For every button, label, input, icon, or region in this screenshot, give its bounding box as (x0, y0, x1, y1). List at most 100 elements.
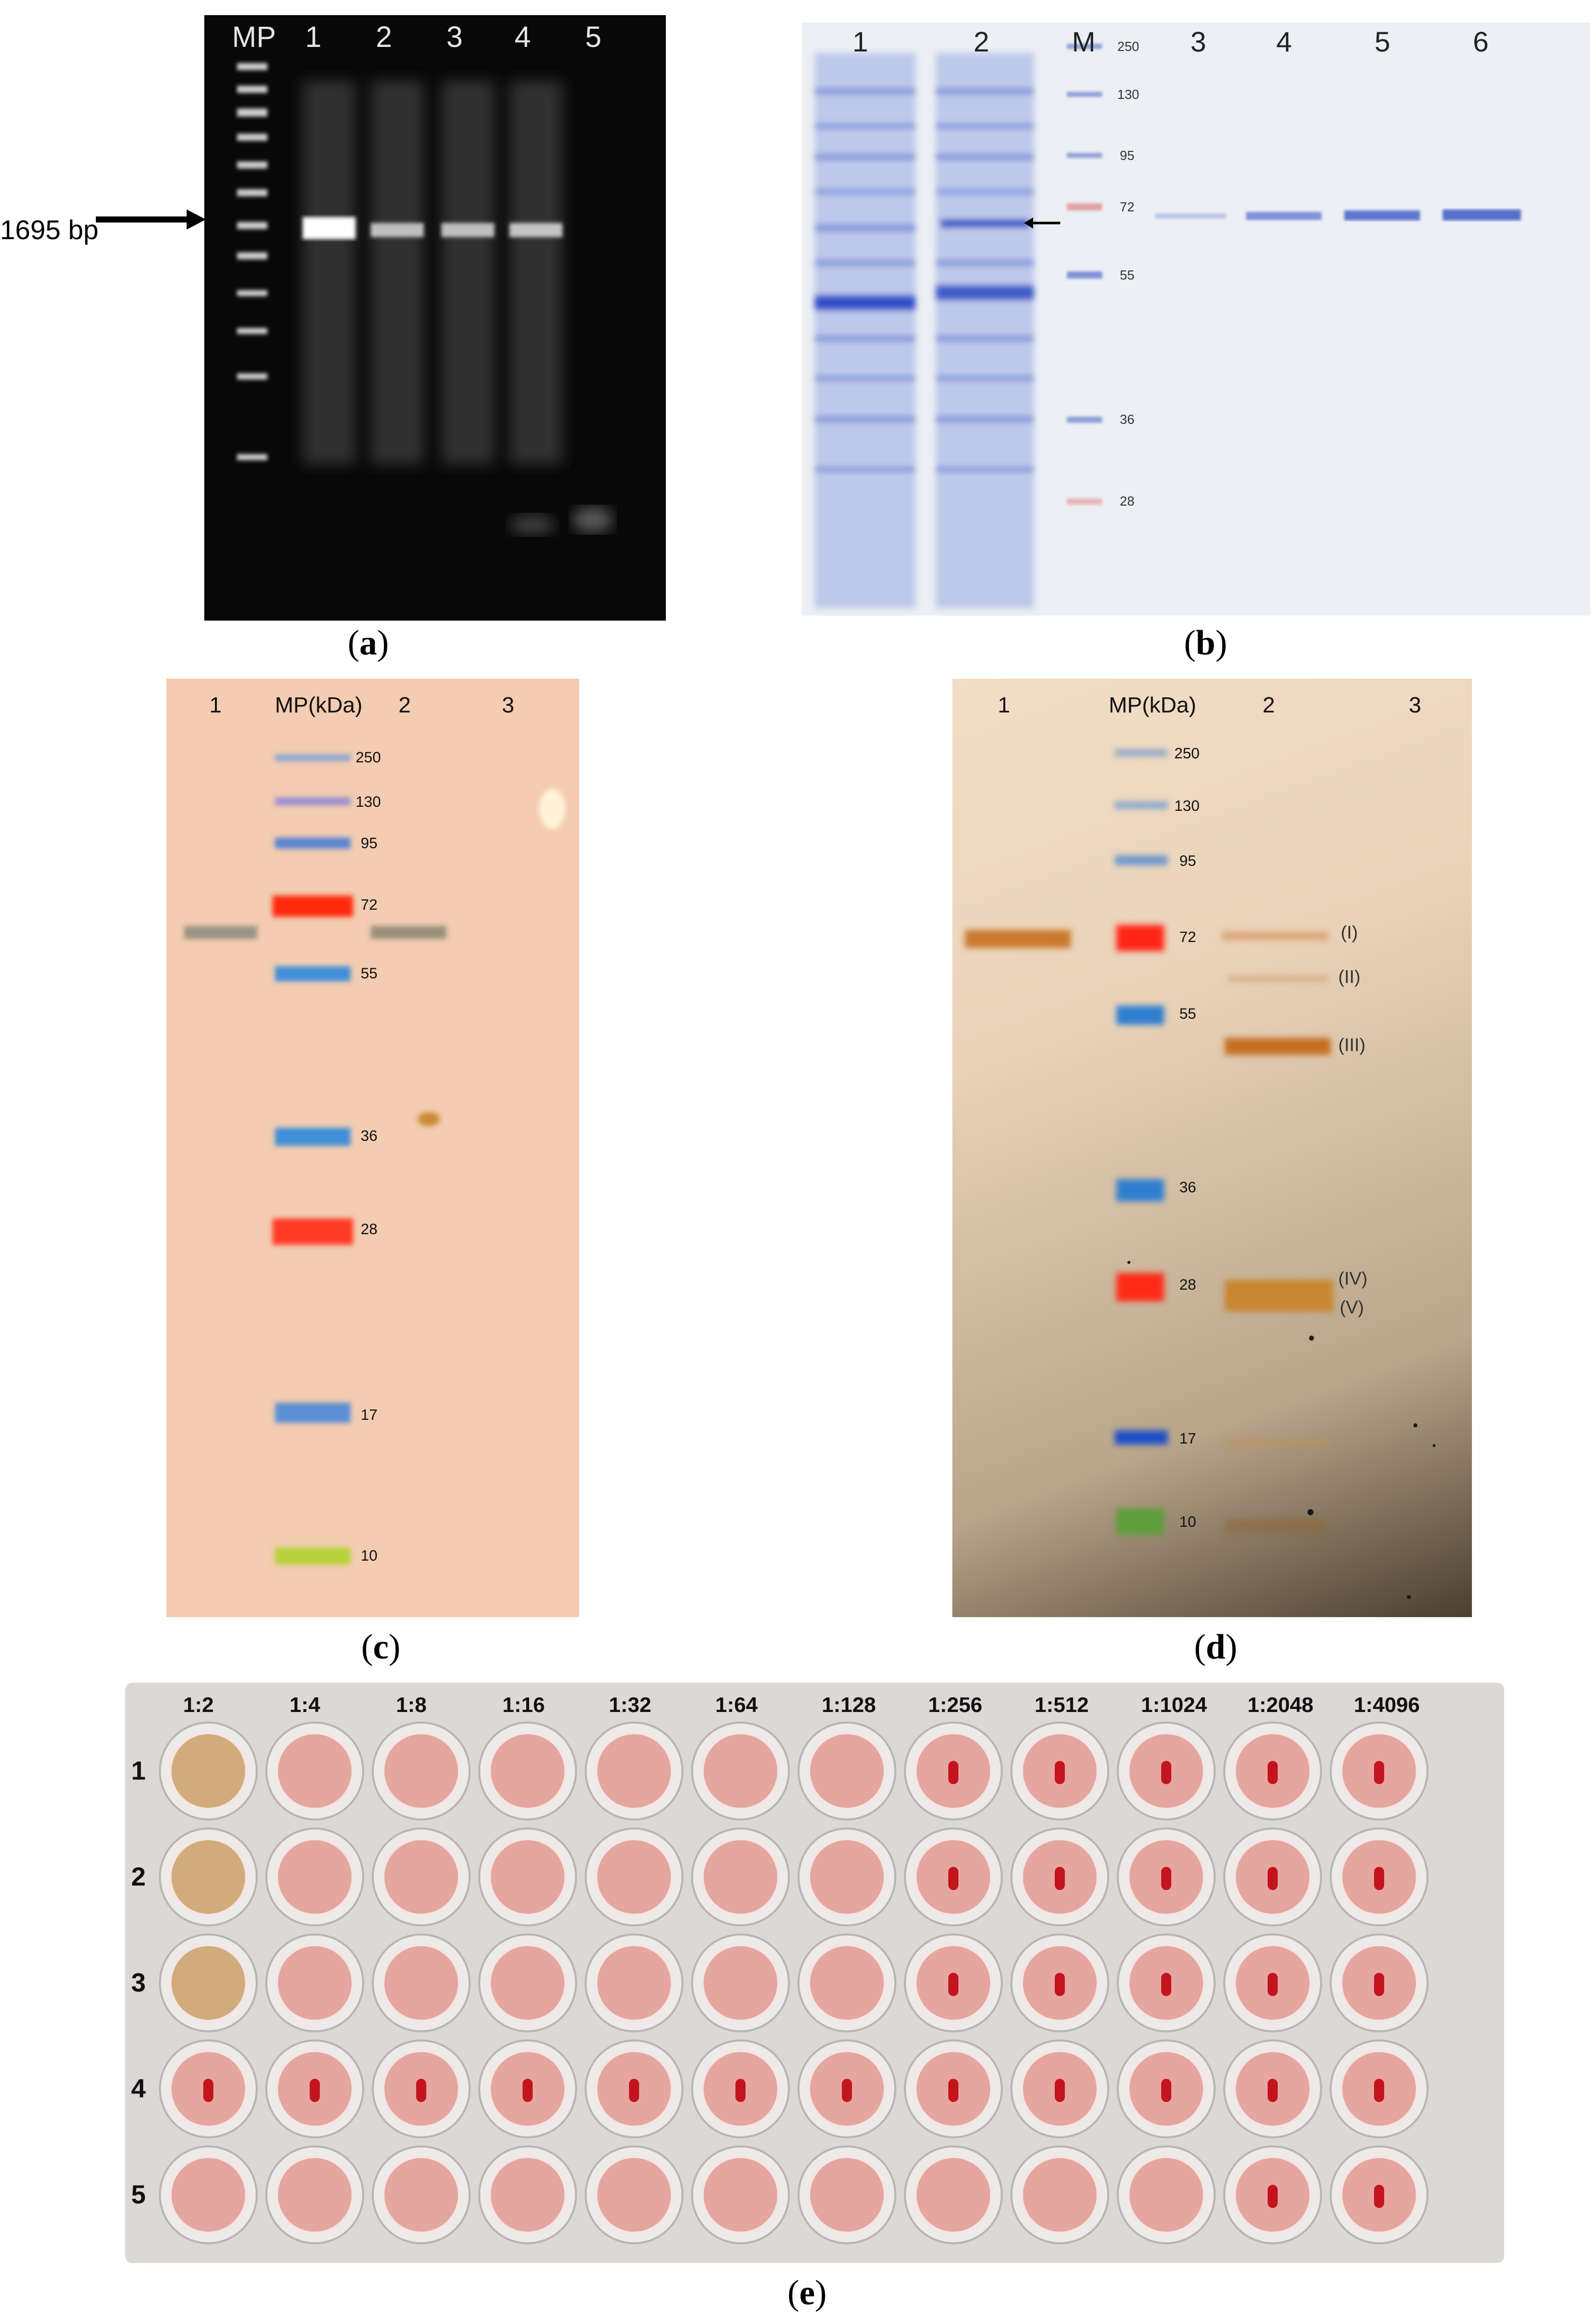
dilution-label: 1:128 (822, 1693, 876, 1717)
mw-mark: 250 (356, 749, 381, 766)
well (1223, 1828, 1322, 1926)
band-id: (II) (1338, 966, 1360, 987)
well (1010, 2145, 1109, 2244)
agarose-gel-image: MP 1 2 3 4 5 (204, 15, 666, 621)
mw-mark: 250 (1117, 39, 1139, 54)
mw-mark: 72 (361, 897, 378, 913)
rbc-button (310, 2079, 320, 2102)
well (904, 1933, 1003, 2032)
well (585, 2039, 683, 2138)
rbc-button (948, 1761, 958, 1784)
well (1117, 2039, 1216, 2138)
well (691, 1722, 790, 1820)
mw-mark: 55 (1179, 1006, 1196, 1022)
lane-label: 2 (376, 21, 392, 53)
well (478, 2039, 577, 2138)
mw-mark: 72 (1120, 199, 1134, 214)
rbc-button (842, 2079, 852, 2102)
well (372, 1828, 471, 1926)
rbc-button (1161, 1867, 1171, 1890)
mw-mark: 28 (1179, 1277, 1196, 1293)
well (691, 2145, 790, 2244)
mw-mark: 130 (1174, 798, 1200, 814)
rbc-button (948, 2079, 958, 2102)
rbc-button (1055, 1973, 1065, 1996)
well (1117, 1933, 1216, 2032)
well (1330, 1722, 1429, 1820)
gel-bands-a (237, 63, 613, 535)
rbc-button (1374, 1761, 1384, 1784)
row-label: 1 (131, 1756, 146, 1786)
rbc-button (416, 2079, 426, 2102)
mw-mark: 36 (361, 1128, 378, 1144)
blot-bands-c (184, 754, 565, 1565)
caption-b: (b) (1184, 624, 1227, 662)
well (265, 1828, 364, 1926)
mw-mark: 17 (1179, 1430, 1196, 1447)
well (265, 1722, 364, 1820)
rbc-button (1374, 2185, 1384, 2208)
marker-label: MP(kDa) (1109, 693, 1196, 717)
well (265, 2145, 364, 2244)
well (904, 1828, 1003, 1926)
mw-mark: 55 (1120, 267, 1134, 283)
rbc-button (1268, 1761, 1278, 1784)
rbc-button (523, 2079, 533, 2102)
blot-bands-d (965, 749, 1436, 1599)
dilution-label: 1:2048 (1247, 1693, 1314, 1717)
rbc-button (948, 1867, 958, 1890)
mw-mark: 36 (1120, 412, 1134, 427)
mw-mark: 95 (1179, 853, 1196, 869)
row-label: 2 (131, 1862, 146, 1892)
rbc-button (1268, 2079, 1278, 2102)
well (797, 1933, 896, 2032)
well (159, 1828, 258, 1926)
band-lane1 (965, 930, 1071, 948)
band-lane1 (184, 926, 257, 939)
rbc-button (203, 2079, 213, 2102)
well (585, 1933, 683, 2032)
band-id: (V) (1340, 1297, 1364, 1317)
mw-mark: 28 (1120, 493, 1134, 509)
well (1223, 2039, 1322, 2138)
well (1010, 1828, 1109, 1926)
mw-mark: 95 (361, 835, 378, 852)
dilution-label: 1:32 (609, 1693, 652, 1717)
row-label: 5 (131, 2180, 146, 2209)
well (797, 2039, 896, 2138)
lane-label: 1 (305, 21, 322, 53)
well (1223, 2145, 1322, 2244)
mw-mark: 95 (1120, 148, 1134, 163)
rbc-button (1374, 2079, 1384, 2102)
dna-ladder (237, 63, 267, 460)
lane-label: 3 (1409, 693, 1421, 717)
dilution-label: 1:1024 (1141, 1693, 1207, 1717)
rbc-button (1161, 2079, 1171, 2102)
rbc-button (1055, 1867, 1065, 1890)
rbc-button (1374, 1973, 1384, 1996)
mw-mark: 17 (361, 1407, 378, 1423)
rbc-button (1374, 1867, 1384, 1890)
lane-label: 1 (209, 693, 222, 717)
well (478, 1828, 577, 1926)
well (372, 1933, 471, 2032)
well (372, 1722, 471, 1820)
mw-mark: 250 (1174, 745, 1200, 762)
well (265, 1933, 364, 2032)
dilution-label: 1:16 (502, 1693, 545, 1717)
well (904, 1722, 1003, 1820)
lane-label: 1 (852, 26, 869, 58)
well (1330, 1933, 1429, 2032)
rbc-button (1268, 1867, 1278, 1890)
row-label: 4 (131, 2074, 146, 2104)
well (372, 2145, 471, 2244)
well (1117, 1828, 1216, 1926)
band-id: (IV) (1338, 1268, 1367, 1289)
lane-label: 2 (398, 693, 411, 717)
western-blot-c: 1 MP(kDa) 2 3 250 130 95 72 55 36 28 17 … (166, 679, 579, 1617)
well-grid (159, 1722, 1429, 2244)
well (478, 1722, 577, 1820)
well (585, 1828, 683, 1926)
well (691, 1933, 790, 2032)
marker-label: M (1072, 26, 1096, 58)
